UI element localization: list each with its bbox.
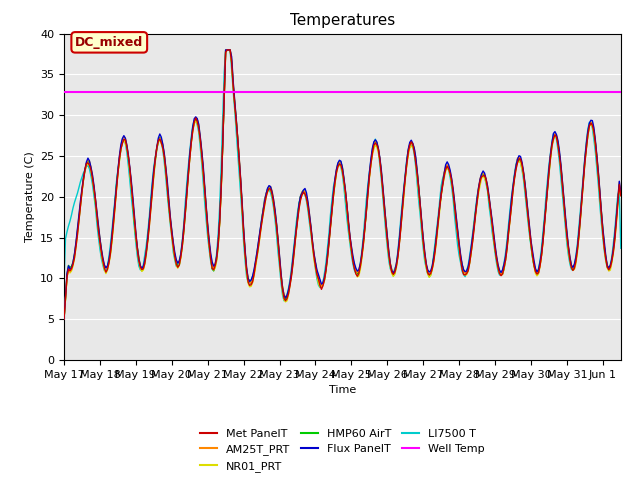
X-axis label: Time: Time — [329, 385, 356, 395]
Legend: Met PanelT, AM25T_PRT, NR01_PRT, HMP60 AirT, Flux PanelT, LI7500 T, Well Temp: Met PanelT, AM25T_PRT, NR01_PRT, HMP60 A… — [196, 424, 489, 476]
Y-axis label: Temperature (C): Temperature (C) — [24, 151, 35, 242]
Text: DC_mixed: DC_mixed — [75, 36, 143, 49]
Title: Temperatures: Temperatures — [290, 13, 395, 28]
